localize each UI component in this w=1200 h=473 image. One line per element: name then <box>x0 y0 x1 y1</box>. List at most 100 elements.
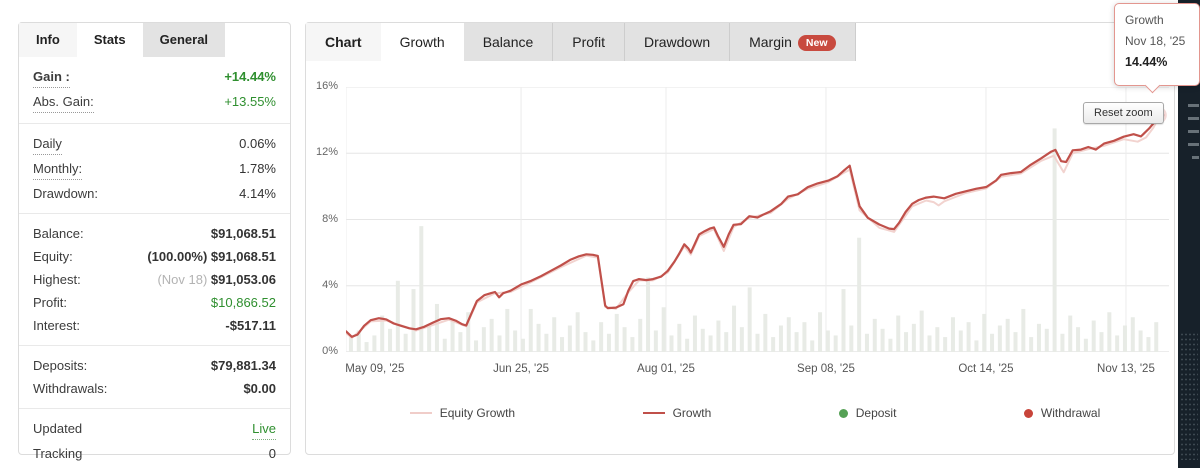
stats-group: Updated Live Tracking 0 <box>19 408 290 473</box>
volume-bar <box>520 338 525 352</box>
chart-legend: Equity Growth Growth Deposit Withdrawal <box>346 403 1164 423</box>
volume-bar <box>1154 322 1159 352</box>
stat-row-drawdown: Drawdown: 4.14% <box>19 182 290 205</box>
volume-bar <box>786 317 791 352</box>
volume-bar <box>380 315 385 352</box>
volume-bar <box>560 337 565 352</box>
tab-profit[interactable]: Profit <box>553 23 625 61</box>
tab-stats[interactable]: Stats <box>76 23 143 57</box>
volume-bar <box>434 303 439 352</box>
volume-bar <box>1013 332 1018 352</box>
tab-drawdown[interactable]: Drawdown <box>624 23 731 61</box>
volume-bar <box>614 313 619 352</box>
tab-chart[interactable]: Chart <box>306 23 381 61</box>
stat-row-deposits: Deposits: $79,881.34 <box>19 354 290 377</box>
volume-bar <box>872 318 877 352</box>
volume-bar <box>990 333 995 352</box>
stat-row-monthly: Monthly: 1.78% <box>19 157 290 182</box>
stats-group: Deposits: $79,881.34 Withdrawals: $0.00 <box>19 345 290 408</box>
chart-panel: Chart Growth Balance Profit Drawdown Margin Ne… <box>305 22 1175 455</box>
volume-bar <box>403 333 408 352</box>
stat-label: Withdrawals: <box>33 381 108 396</box>
volume-bar <box>1068 315 1073 352</box>
volume-bar <box>552 317 557 352</box>
legend-item-withdrawal[interactable]: Withdrawal <box>1023 406 1101 420</box>
tab-margin[interactable]: Margin New <box>730 23 856 61</box>
volume-bar <box>528 308 533 352</box>
legend-label: Equity Growth <box>439 406 516 420</box>
y-axis-label: 12% <box>315 146 338 159</box>
stat-row-gain: Gain : +14.44% <box>19 65 290 90</box>
stat-label: Drawdown: <box>33 186 99 201</box>
tab-balance[interactable]: Balance <box>463 23 554 61</box>
stat-value: +13.55% <box>224 94 276 109</box>
volume-bar <box>896 315 901 352</box>
volume-bar <box>1029 337 1034 352</box>
volume-bar <box>1099 332 1104 352</box>
volume-bar <box>544 333 549 352</box>
tab-general[interactable]: General <box>142 23 226 57</box>
y-axis-label: 0% <box>322 345 338 357</box>
volume-bar <box>1115 335 1120 352</box>
stat-row-abs-gain: Abs. Gain: +13.55% <box>19 90 290 115</box>
volume-bar <box>411 289 416 352</box>
tab-growth[interactable]: Growth <box>380 23 464 61</box>
volume-bar <box>771 337 776 352</box>
volume-bar <box>1021 308 1026 352</box>
volume-bar <box>864 333 869 352</box>
volume-bar <box>372 335 377 352</box>
volume-bar <box>419 226 424 352</box>
volume-bar <box>1076 327 1081 352</box>
stat-label: Profit: <box>33 295 67 310</box>
volume-bar <box>708 335 713 352</box>
y-axis-label: 4% <box>322 278 338 291</box>
dark-page-strip <box>1178 0 1200 468</box>
stat-value: (100.00%) $91,068.51 <box>147 249 276 264</box>
volume-bar <box>747 287 752 352</box>
volume-bar <box>950 317 955 352</box>
volume-bar <box>841 289 846 352</box>
strip-mark <box>1188 143 1199 146</box>
volume-bar <box>575 312 580 352</box>
volume-bar <box>677 323 682 352</box>
volume-bar <box>810 340 815 352</box>
stat-label: Gain : <box>33 67 70 88</box>
volume-bar <box>1036 323 1041 352</box>
stat-row-withdrawals: Withdrawals: $0.00 <box>19 377 290 400</box>
volume-bar <box>497 335 502 352</box>
volume-bar <box>364 342 369 352</box>
volume-bar <box>958 330 963 352</box>
tab-info[interactable]: Info <box>19 23 77 57</box>
tooltip-date: Nov 18, '25 <box>1125 34 1186 48</box>
legend-item-growth[interactable]: Growth <box>642 406 712 420</box>
stat-row-equity: Equity: (100.00%) $91,068.51 <box>19 245 290 268</box>
stat-value: $91,068.51 <box>210 226 276 241</box>
legend-line-swatch <box>642 412 665 414</box>
volume-bar <box>474 340 479 352</box>
volume-bar <box>1130 317 1135 352</box>
volume-bar <box>755 333 760 352</box>
volume-bar <box>427 325 432 352</box>
volume-bar <box>1052 128 1057 352</box>
volume-bar <box>1122 325 1127 352</box>
x-axis-label: Aug 01, '25 <box>637 363 695 375</box>
series-growth <box>346 114 1160 338</box>
legend-label: Growth <box>672 406 712 420</box>
tooltip-series-label: Growth <box>1125 13 1164 27</box>
stat-label: Interest: <box>33 318 80 333</box>
volume-bar <box>458 332 463 352</box>
legend-item-equity-growth[interactable]: Equity Growth <box>409 406 516 420</box>
x-axis-label: Jun 25, '25 <box>493 363 549 375</box>
volume-bar <box>653 330 658 352</box>
stat-value: +14.44% <box>224 69 276 84</box>
reset-zoom-button[interactable]: Reset zoom <box>1083 102 1164 124</box>
y-axis-label: 16% <box>315 80 338 92</box>
volume-bar <box>982 313 987 352</box>
legend-item-deposit[interactable]: Deposit <box>838 406 896 420</box>
volume-bar <box>794 332 799 352</box>
series-equity-growth <box>346 117 1160 339</box>
legend-label: Withdrawal <box>1040 406 1101 420</box>
tooltip-value: 14.44% <box>1125 55 1168 69</box>
growth-chart[interactable] <box>346 87 1169 352</box>
legend-line-swatch <box>409 412 432 414</box>
